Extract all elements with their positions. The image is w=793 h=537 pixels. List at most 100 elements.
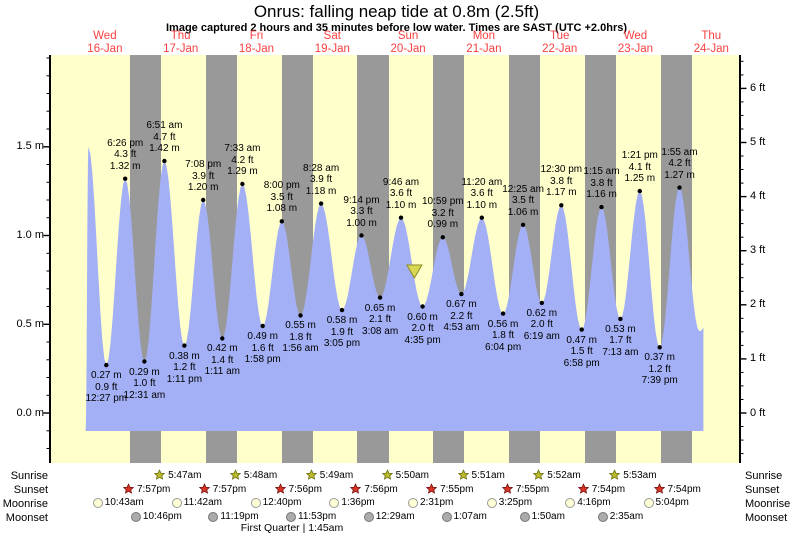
astro-time: 5:49am (319, 469, 354, 481)
astro-time: 7:54pm (591, 483, 626, 495)
moonset-icon (130, 511, 141, 522)
moonset-icon (441, 511, 452, 522)
astro-time: 1:07am (453, 511, 487, 522)
y-axis-label-ft: 2 ft (750, 298, 766, 311)
astro-time: 7:56pm (288, 483, 322, 495)
day-name: Fri (249, 30, 264, 42)
sunrise-marker: 5:47am (153, 469, 201, 481)
moonrise-row-label-left: Moonrise (2, 498, 48, 510)
day-name: Thu (701, 30, 722, 42)
astro-time: 3:25pm (498, 497, 533, 508)
tide-label-line: 6:26 pm (107, 137, 144, 149)
sunrise-marker: 5:49am (305, 469, 353, 481)
astro-time: 11:42am (183, 497, 222, 508)
moonset-icon (363, 511, 374, 522)
moonset-marker: 11:53pm (286, 511, 336, 522)
star-icon (381, 469, 393, 480)
astro-time: 5:51am (471, 469, 505, 481)
star-icon (457, 469, 469, 480)
day-name: Tue (549, 30, 570, 42)
moonrise-marker: 2:31pm (408, 497, 453, 508)
moonset-icon (208, 511, 219, 522)
tide-label-line: 6:51 am (146, 120, 183, 131)
astro-time: 1:36pm (341, 497, 375, 508)
sunrise-marker: 5:48am (229, 469, 277, 481)
day-label: Thu 24-Jan (679, 30, 743, 55)
y-axis-label-ft: 1 ft (750, 352, 766, 365)
star-icon (425, 483, 438, 494)
sunrise-marker: 5:53am (608, 469, 657, 481)
y-axis-label-m: 1.5 m (16, 140, 44, 153)
astro-time: 7:54pm (667, 483, 701, 495)
day-date: 24-Jan (693, 42, 729, 55)
tide-label-line: 4.7 ft (153, 131, 176, 143)
astro-time: 5:48am (243, 469, 278, 481)
sunrise-marker: 5:52am (532, 469, 581, 481)
moonrise-marker: 12:40pm (250, 497, 302, 508)
sunset-row-label-right: Sunset (745, 484, 780, 496)
sunset-marker: 7:56pm (349, 483, 398, 495)
star-icon (153, 469, 166, 480)
day-name: Sat (323, 30, 341, 42)
day-date: 17-Jan (163, 42, 199, 55)
y-axis-label-m: 1.0 m (16, 229, 44, 241)
star-icon (501, 483, 514, 494)
moonrise-marker: 4:16pm (565, 497, 611, 508)
sunset-marker: 7:54pm (653, 483, 701, 495)
moonset-marker: 1:50am (519, 511, 565, 522)
moonrise-icon (486, 497, 497, 508)
moonrise-icon (92, 497, 103, 508)
astro-time: 12:29am (375, 511, 415, 522)
moonset-marker: 2:35am (597, 511, 643, 522)
sunrise-row-label-right: Sunrise (745, 470, 783, 482)
astro-time: 5:47am (168, 469, 202, 481)
astro-time: 7:55pm (515, 483, 550, 495)
astro-time: 5:52am (547, 469, 581, 481)
day-date: 21-Jan (466, 42, 502, 55)
day-label: Wed 16-Jan (73, 30, 137, 55)
astro-time: 11:19pm (220, 511, 259, 522)
star-icon (653, 483, 665, 494)
moonset-row-label-right: Moonset (745, 512, 788, 524)
day-label: Sat 19-Jan (300, 30, 364, 55)
moonrise-marker: 1:36pm (329, 497, 375, 508)
moonset-icon (519, 511, 530, 522)
y-axis-label-ft: 0 ft (750, 406, 766, 419)
y-axis-label-m: 0.5 m (16, 317, 44, 330)
day-name: Thu (170, 30, 191, 42)
star-icon (122, 483, 135, 494)
moonrise-icon (329, 497, 340, 508)
day-label: Wed 23-Jan (604, 30, 668, 55)
moonrise-marker: 11:42am (171, 497, 222, 508)
moonset-row-label-left: Moonset (5, 512, 48, 524)
sunrise-marker: 5:51am (457, 469, 505, 481)
astro-time: 10:43am (104, 497, 144, 508)
moonrise-icon (250, 497, 261, 508)
star-icon (305, 469, 317, 480)
sunrise-row-label-left: Sunrise (10, 470, 48, 482)
sunrise-marker: 5:50am (381, 469, 429, 481)
star-icon (350, 483, 362, 494)
moonset-marker: 12:29am (363, 511, 415, 522)
day-date: 16-Jan (87, 42, 123, 55)
moonrise-marker: 5:04pm (643, 497, 689, 508)
sunset-marker: 7:57pm (198, 483, 246, 495)
star-icon (609, 469, 621, 480)
chart-title: Onrus: falling neap tide at 0.8m (2.5ft) (253, 2, 540, 21)
sunset-marker: 7:55pm (501, 483, 549, 495)
day-date: 19-Jan (314, 42, 350, 55)
moonrise-icon (171, 497, 182, 508)
astro-time: 12:40pm (262, 497, 302, 508)
day-date: 18-Jan (238, 42, 275, 55)
day-label: Fri 18-Jan (225, 30, 289, 55)
day-label: Tue 22-Jan (528, 30, 592, 55)
star-icon (533, 469, 545, 480)
astro-time: 4:16pm (577, 497, 611, 508)
sunset-marker: 7:54pm (577, 483, 625, 495)
astro-time: 7:57pm (212, 483, 247, 495)
sunset-row-label-left: Sunset (13, 484, 48, 496)
